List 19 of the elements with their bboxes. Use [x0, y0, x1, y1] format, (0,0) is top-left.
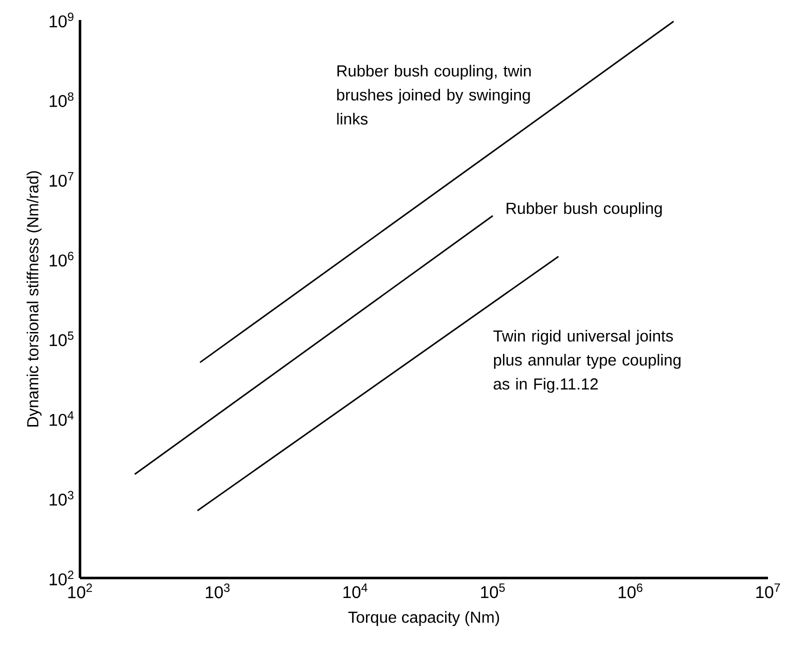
y-tick-label: 10$^{6}$ — [50, 252, 74, 267]
y-tick-label: 10$^{2}$ — [50, 570, 74, 586]
x-tick-label: 10$^{4}$ — [343, 584, 368, 598]
y-tick-label: 10$^{3}$ — [50, 490, 74, 506]
x-tick-label: 10$^{3}$ — [206, 584, 230, 598]
y-tick-label: 10$^{7}$ — [50, 172, 74, 187]
x-tick-label: 10$^{6}$ — [618, 584, 642, 598]
y-tick-label: 10$^{4}$ — [50, 411, 74, 426]
y-tick-label: 10$^{8}$ — [50, 92, 74, 108]
y-tick-label: 10$^{9}$ — [50, 12, 74, 28]
series-label: Rubber bush coupling — [506, 202, 662, 218]
series-label: Twin rigid universal joints plus annular type coupling as in Fig.11.12 — [493, 330, 680, 393]
x-tick-label: 10$^{2}$ — [68, 584, 92, 598]
series-label: Rubber bush coupling, twin brushes joined by swinging links — [337, 64, 531, 125]
y-tick-label: 10$^{5}$ — [50, 332, 74, 346]
y-axis-title: Dynamic torsional stiffness (Nm/rad) — [26, 171, 42, 426]
x-tick-label: 10$^{5}$ — [481, 584, 505, 598]
x-axis-title: Torque capacity (Nm) — [348, 611, 499, 626]
x-tick-label: 10$^{7}$ — [756, 584, 780, 598]
